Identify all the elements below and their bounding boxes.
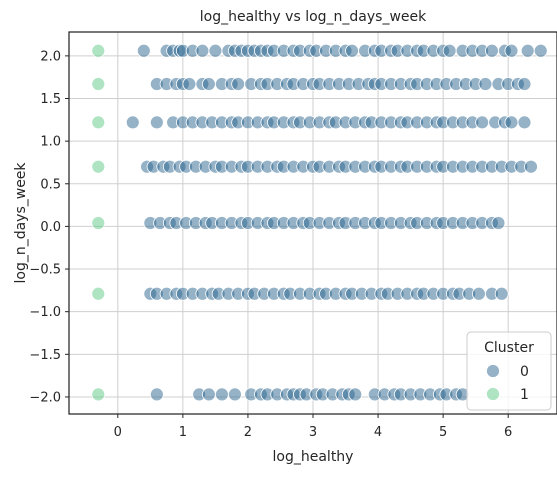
data-point-cluster-0 [201,77,216,91]
x-tick-label: 6 [504,425,512,440]
data-point-cluster-0 [125,115,140,130]
data-point-cluster-1 [91,115,106,130]
y-tick-label: 0.5 [40,177,61,192]
data-point-cluster-0 [478,77,493,91]
data-point-cluster-0 [136,43,151,58]
data-point-cluster-0 [504,115,519,130]
y-tick-label: −2.0 [29,390,61,405]
x-tick-label: 5 [439,425,447,440]
data-point-cluster-0 [475,115,490,130]
data-point-cluster-1 [91,387,106,402]
legend-marker-1 [486,387,500,401]
legend-entries: 01 [486,364,529,403]
y-axis-ticks: −2.0 −1.5 −1.0 −0.5 0.0 0.5 1.0 1.5 2.0 [29,49,69,405]
chart-title: log_healthy vs log_n_days_week [200,9,427,25]
data-point-cluster-0 [215,387,229,402]
data-point-cluster-1 [91,43,106,58]
data-point-cluster-0 [208,43,223,58]
data-point-cluster-1 [91,77,106,91]
data-point-cluster-1 [91,286,106,301]
y-tick-label: 2.0 [40,49,61,64]
x-axis-label: log_healthy [273,449,354,465]
data-point-cluster-0 [228,387,242,402]
data-point-cluster-0 [524,159,538,174]
legend-title: Cluster [484,340,534,356]
legend-label-0: 0 [520,364,529,380]
data-point-cluster-0 [517,77,532,91]
data-point-cluster-0 [504,43,519,58]
legend-label-1: 1 [520,387,529,403]
data-point-cluster-0 [182,77,197,91]
data-point-cluster-0 [485,43,499,58]
y-tick-label: 0.0 [40,220,61,235]
data-point-cluster-0 [517,115,532,130]
x-tick-label: 0 [114,425,122,440]
x-tick-label: 2 [244,425,252,440]
data-point-cluster-1 [91,159,106,174]
data-point-cluster-0 [494,286,509,301]
data-point-cluster-0 [348,387,363,402]
data-point-cluster-0 [345,43,359,58]
y-tick-label: −1.5 [29,348,61,363]
data-point-cluster-1 [91,216,106,230]
y-tick-label: −0.5 [29,263,61,278]
data-point-cluster-0 [442,43,457,58]
y-tick-label: 1.0 [40,135,61,150]
data-point-cluster-0 [201,387,216,402]
y-tick-label: 1.5 [40,92,61,107]
legend-marker-0 [486,364,500,378]
data-points [91,43,548,402]
data-point-cluster-0 [231,77,246,91]
x-tick-label: 4 [374,425,382,440]
data-point-cluster-0 [533,43,548,58]
data-point-cluster-0 [149,387,164,402]
legend: Cluster 01 [466,331,552,411]
x-tick-label: 3 [309,425,317,440]
data-point-cluster-0 [472,286,486,301]
data-point-cluster-0 [149,115,164,130]
y-axis-label: log_n_days_week [13,162,29,284]
y-tick-label: −1.0 [29,305,61,320]
data-point-cluster-0 [491,216,506,230]
data-point-cluster-0 [520,43,535,58]
x-tick-label: 1 [179,425,187,440]
x-axis-ticks: 0 1 2 3 4 5 6 [114,414,512,440]
data-point-cluster-0 [195,43,210,58]
